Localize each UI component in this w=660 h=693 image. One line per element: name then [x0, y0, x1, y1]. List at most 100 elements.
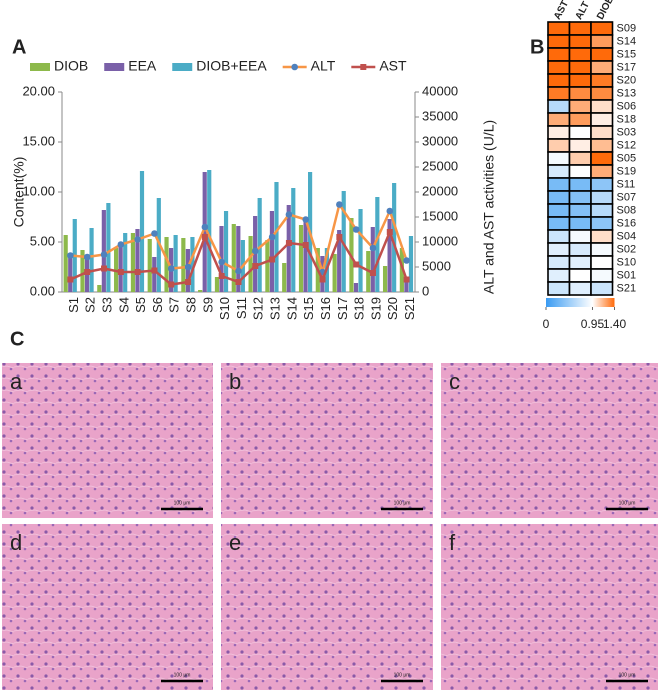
marker	[302, 216, 310, 223]
legend-swatch	[172, 63, 193, 71]
marker	[319, 276, 326, 283]
marker	[269, 256, 276, 263]
legend-label: EEA	[128, 58, 157, 74]
bar	[387, 219, 392, 292]
micrograph-label: b	[229, 369, 241, 394]
legend-label: AST	[379, 58, 407, 74]
row-label: S10	[617, 256, 637, 268]
bar	[248, 236, 253, 292]
row-label: S05	[617, 152, 637, 164]
y-tick-label: 15.00	[22, 133, 55, 148]
bar	[123, 233, 128, 292]
heat-cell	[590, 216, 614, 231]
legend-marker	[360, 64, 367, 70]
legend-swatch	[30, 63, 50, 71]
scale-bar-label: 100 μm	[619, 672, 636, 678]
row-label: S06	[617, 100, 637, 112]
bar	[274, 182, 279, 292]
heat-cell	[568, 164, 592, 179]
bar	[106, 203, 111, 292]
row-label: S09	[617, 22, 637, 34]
heat-cell	[590, 47, 614, 62]
bar	[80, 250, 85, 292]
heat-cell	[547, 21, 571, 36]
micrograph-label: c	[449, 369, 460, 394]
bar	[118, 242, 123, 292]
y-tick-label: 0.00	[30, 283, 55, 298]
marker	[134, 269, 141, 275]
column-label: DIOB+EEA	[595, 0, 629, 22]
heat-cell	[568, 34, 592, 49]
heat-cell	[568, 125, 592, 140]
heat-cell	[568, 86, 592, 101]
heat-cell	[590, 125, 614, 140]
heat-cell	[547, 229, 571, 244]
row-label: S17	[617, 61, 637, 73]
heat-cell	[568, 138, 592, 153]
colorbar-label: 0	[543, 317, 550, 331]
bar	[130, 233, 136, 292]
marker	[84, 269, 91, 275]
bar	[135, 229, 140, 292]
scale-bar-label: 100 μm	[174, 672, 191, 678]
x-tick-label: S2	[83, 297, 98, 313]
row-label: S19	[617, 165, 637, 177]
marker	[67, 252, 74, 259]
bar	[223, 211, 229, 292]
marker	[167, 265, 175, 272]
bar	[392, 183, 397, 292]
heat-cell	[547, 86, 571, 101]
row-label: S03	[617, 126, 637, 138]
marker	[117, 241, 125, 248]
micrograph-label: f	[449, 530, 456, 555]
y-tick-label: 10.00	[22, 183, 55, 198]
combo-chart: 0.00 5.00 10.00 15.00 20.00 0 5000 10000 15000 20…	[11, 58, 497, 320]
bar	[353, 283, 359, 292]
scale-bar-label: 100 μm	[619, 500, 636, 506]
heat-cell	[568, 99, 592, 114]
y-axis-title: Content(%)	[11, 157, 27, 228]
marker	[235, 279, 242, 285]
bar	[68, 254, 73, 292]
row-label: S12	[617, 139, 637, 151]
marker	[218, 273, 225, 279]
marker	[252, 247, 259, 255]
heat-cell	[568, 216, 592, 231]
heat-cell	[547, 125, 571, 140]
marker	[403, 257, 410, 264]
y2-tick-label: 35000	[422, 108, 458, 123]
x-tick-label: S12	[251, 297, 266, 320]
x-tick-label: S17	[335, 297, 350, 320]
micrograph	[221, 363, 433, 518]
marker	[151, 267, 158, 274]
bar	[181, 238, 186, 292]
row-label: S20	[617, 74, 637, 86]
x-tick-label: S21	[402, 297, 417, 320]
heat-cell	[590, 21, 614, 36]
y-tick-label: 20.00	[22, 83, 55, 98]
bar	[265, 240, 270, 292]
bar	[231, 224, 236, 292]
bar	[139, 171, 145, 292]
bar	[214, 277, 220, 292]
bar	[341, 191, 346, 292]
x-tick-label: S5	[133, 297, 148, 313]
marker	[386, 207, 394, 215]
bar	[152, 257, 157, 292]
heat-cell	[547, 216, 571, 231]
heat-cell	[568, 229, 592, 244]
bar	[207, 170, 212, 292]
bar	[202, 172, 207, 292]
heat-cell	[590, 112, 614, 127]
bar	[89, 228, 94, 292]
micrograph	[441, 524, 658, 690]
x-tick-label: S19	[368, 297, 383, 320]
x-tick-label: S15	[301, 297, 316, 320]
panel-label: B	[530, 36, 544, 58]
bar	[164, 237, 169, 292]
heat-cell	[547, 34, 571, 49]
y2-axis-title: ALT and AST activities (U/L)	[481, 120, 497, 294]
heat-cell	[568, 151, 592, 166]
bar	[337, 230, 342, 292]
bar	[399, 248, 404, 292]
